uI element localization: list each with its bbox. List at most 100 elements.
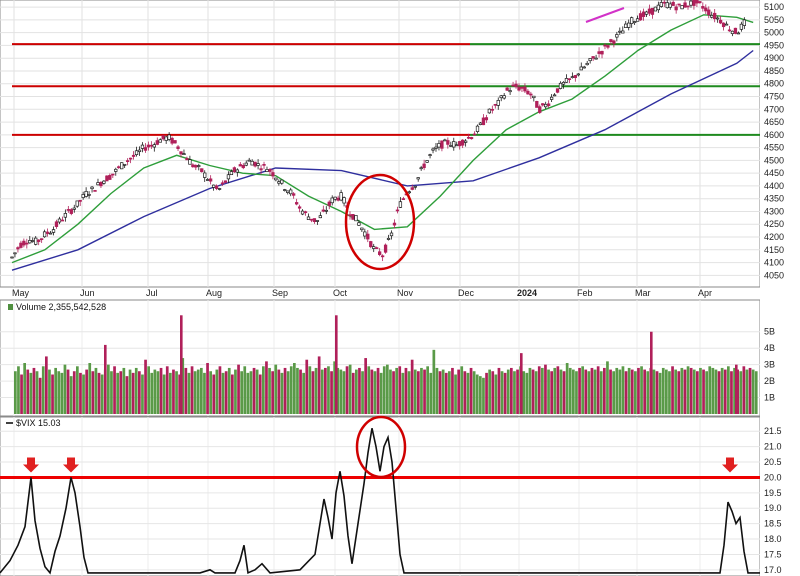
candle-body [176, 146, 180, 149]
volume-bar [184, 367, 188, 414]
price-y-tick: 5050 [764, 15, 784, 25]
candle-body [235, 169, 239, 173]
candle-body [641, 11, 646, 17]
volume-bar [296, 367, 299, 414]
volume-bar [541, 367, 544, 414]
vix-line [0, 428, 760, 575]
volume-bar [689, 367, 693, 414]
price-y-tick: 4750 [764, 92, 784, 102]
volume-bar [494, 374, 498, 414]
candle-body [659, 2, 663, 7]
candle-body [526, 90, 530, 95]
candle-body [576, 73, 580, 76]
candle-body [410, 187, 414, 190]
volume-bar [358, 367, 361, 414]
volume-bar [665, 369, 668, 414]
candle-body [656, 4, 661, 11]
price-x-label: Jun [80, 288, 95, 298]
volume-bar [522, 371, 526, 414]
candle-body [431, 148, 435, 151]
volume-bar [54, 367, 57, 414]
candle-body [102, 180, 106, 184]
volume-bar [661, 367, 665, 414]
candle-body [535, 101, 539, 108]
candle-body [671, 1, 675, 6]
candle-body [289, 189, 293, 195]
vix-y-tick: 18.0 [764, 534, 782, 544]
volume-bar [69, 376, 73, 414]
volume-bar [652, 369, 656, 414]
candle-body [143, 147, 148, 151]
volume-bar [544, 364, 547, 414]
price-y-tick: 4600 [764, 130, 784, 140]
candle-body [647, 8, 652, 14]
volume-bar [122, 367, 126, 414]
volume-bar [320, 369, 324, 414]
price-x-label: Jul [146, 288, 158, 298]
price-y-tick: 4850 [764, 66, 784, 76]
volume-bar [677, 371, 681, 414]
candle-body [286, 190, 290, 193]
volume-bar [299, 369, 302, 414]
volume-bar [618, 369, 622, 414]
candle-body [280, 179, 284, 184]
candle-body [378, 251, 382, 255]
candle-body [395, 209, 400, 212]
volume-bar [94, 367, 98, 414]
volume-bar [392, 371, 395, 414]
volume-bar [528, 367, 532, 414]
price-y-tick: 4900 [764, 53, 784, 63]
vix-arrow-marker [722, 457, 738, 473]
volume-bar [150, 372, 154, 414]
volume-bar [624, 371, 628, 414]
volume-bar [708, 366, 712, 414]
vix-y-tick: 18.5 [764, 519, 782, 529]
volume-bar [97, 372, 101, 414]
price-y-tick: 4100 [764, 258, 784, 268]
volume-bar [683, 369, 687, 414]
vix-arrows [23, 457, 738, 473]
candle-body [348, 214, 352, 217]
volume-bar [156, 371, 160, 414]
volume-bar [193, 371, 197, 414]
candle-body [701, 6, 705, 9]
price-x-label: Sep [272, 288, 288, 298]
volume-bar [401, 372, 405, 414]
candle-body [253, 161, 257, 167]
candle-body [354, 215, 358, 222]
candle-body [588, 58, 592, 62]
candle-body [419, 167, 423, 170]
candle-body [277, 181, 281, 184]
candle-body [475, 125, 480, 132]
candle-body [458, 141, 462, 147]
volume-bar [457, 369, 460, 414]
candle-body [680, 5, 684, 10]
volume-bar [407, 371, 411, 414]
candle-body [698, 1, 702, 4]
candle-body [39, 238, 44, 241]
volume-bar [575, 371, 578, 414]
candle-body [514, 83, 518, 88]
price-x-label: Nov [397, 288, 414, 298]
volume-bar [432, 349, 436, 414]
candle-body [247, 159, 251, 162]
candle-body [312, 218, 317, 222]
candle-body [13, 252, 17, 255]
vix-y-tick: 19.0 [764, 503, 782, 513]
volume-bar [72, 371, 76, 414]
volume-bar [739, 371, 743, 414]
volume-bar [578, 367, 581, 414]
candle-body [579, 66, 583, 71]
volume-spike-bar [650, 331, 653, 414]
candle-body [111, 173, 115, 176]
volume-bar [255, 369, 259, 414]
candle-body [638, 13, 643, 21]
candle-body [392, 222, 397, 226]
volume-bar [293, 363, 296, 414]
volume-bar [169, 372, 172, 414]
candle-body [152, 144, 156, 148]
candle-body [226, 174, 231, 180]
candle-body [630, 17, 634, 24]
volume-bar [674, 369, 677, 414]
